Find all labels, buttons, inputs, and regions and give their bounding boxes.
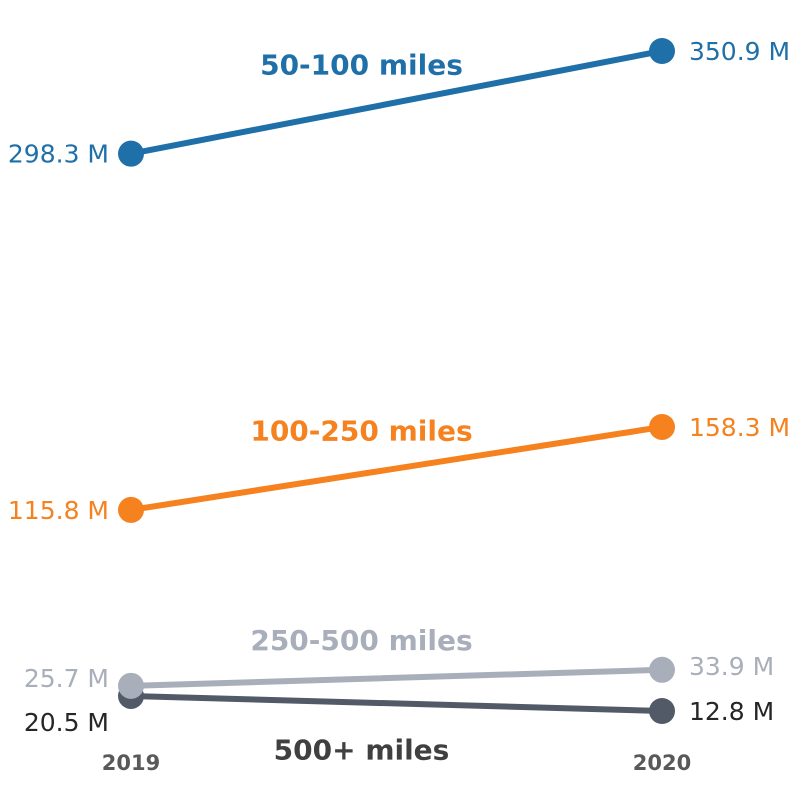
series-label-250-500-miles: 250-500 miles <box>250 624 472 657</box>
x-axis: 2019 2020 <box>102 751 691 775</box>
series-500-miles: 20.5 M 12.8 M 500+ miles <box>24 682 774 766</box>
series-line-500-miles <box>128 692 665 714</box>
series-label-50-100-miles: 50-100 miles <box>260 48 463 81</box>
series-layer: 20.5 M 12.8 M 500+ miles 25.7 M 33.9 M 250-50… <box>8 37 790 766</box>
point-50-100-miles-2019 <box>118 140 144 167</box>
series-line-250-500-miles <box>128 666 665 689</box>
point-100-250-miles-2019 <box>118 496 144 523</box>
value-label-250-500-miles-2019: 25.7 M <box>24 664 109 693</box>
series-line-50-100-miles <box>128 48 665 157</box>
point-100-250-miles-2020 <box>649 413 675 440</box>
x-tick-2019: 2019 <box>102 751 160 775</box>
value-label-100-250-miles-2020: 158.3 M <box>689 413 790 442</box>
x-tick-2020: 2020 <box>633 751 691 775</box>
series-250-500-miles: 25.7 M 33.9 M 250-500 miles <box>24 624 774 699</box>
value-label-500-miles-2020: 12.8 M <box>689 697 774 726</box>
series-label-500-miles: 500+ miles <box>274 733 450 766</box>
value-label-50-100-miles-2020: 350.9 M <box>689 37 790 66</box>
value-label-500-miles-2019: 20.5 M <box>24 708 109 737</box>
value-label-250-500-miles-2020: 33.9 M <box>689 652 774 681</box>
series-50-100-miles: 298.3 M 350.9 M 50-100 miles <box>8 37 790 169</box>
point-500-miles-2020 <box>649 698 675 724</box>
series-label-100-250-miles: 100-250 miles <box>250 414 472 447</box>
point-50-100-miles-2020 <box>649 38 675 64</box>
series-100-250-miles: 115.8 M 158.3 M 100-250 miles <box>8 413 790 525</box>
value-label-50-100-miles-2019: 298.3 M <box>8 140 109 169</box>
point-250-500-miles-2020 <box>649 656 675 683</box>
series-line-100-250-miles <box>128 423 665 513</box>
value-label-100-250-miles-2019: 115.8 M <box>8 496 109 525</box>
point-250-500-miles-2019 <box>118 672 144 699</box>
